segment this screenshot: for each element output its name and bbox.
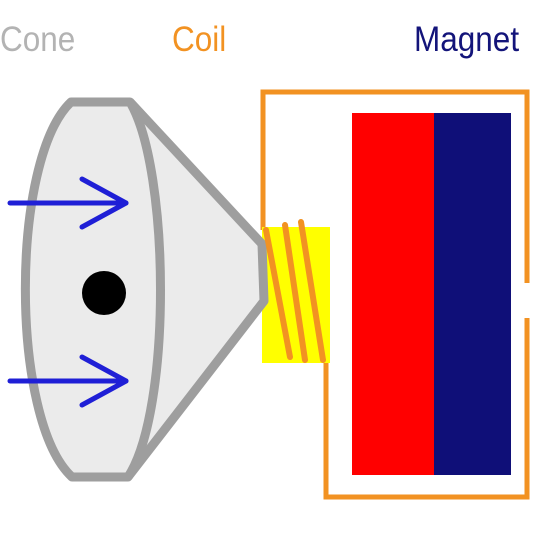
cone-label: Cone: [0, 20, 76, 59]
cone: [20, 97, 269, 482]
coil-wire-1: [263, 227, 293, 360]
magnet-label: Magnet: [414, 20, 520, 59]
coil-windings: [263, 219, 326, 363]
coil-wire-3: [298, 219, 326, 363]
center-dot: [82, 271, 126, 315]
right-arrow-icon: [7, 176, 129, 230]
magnet-navy-pole: [434, 113, 511, 475]
coil-label: Coil: [172, 20, 227, 59]
magnet-red-pole: [352, 113, 434, 475]
right-arrow-icon: [7, 354, 129, 408]
coil-wire-2: [282, 222, 308, 363]
cone-rim: [124, 99, 165, 480]
